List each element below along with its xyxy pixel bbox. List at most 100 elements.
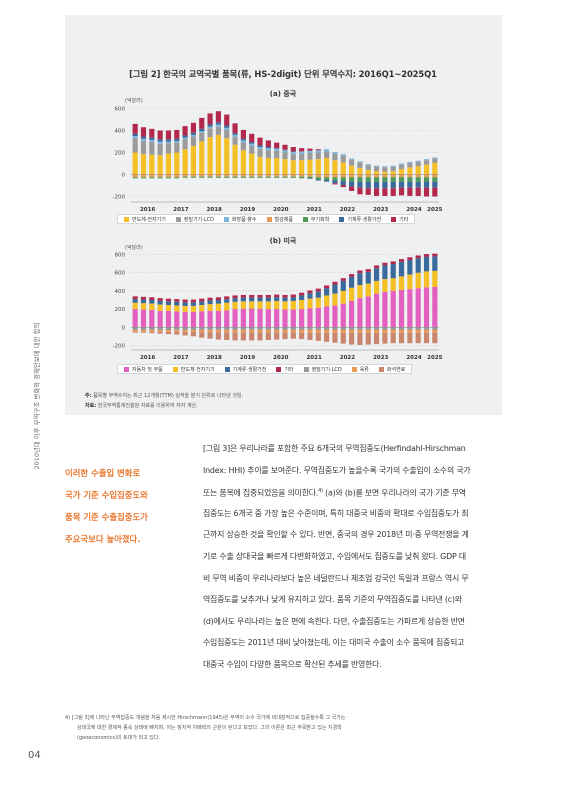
china-bar-segment: [432, 157, 438, 159]
legend-swatch: [124, 216, 129, 222]
usa-bar-segment: [432, 332, 438, 344]
china-bar-segment: [299, 160, 305, 175]
usa-bar-segment: [315, 327, 321, 330]
legend-label: 화석연료: [386, 366, 406, 373]
usa-bar-segment: [215, 297, 221, 300]
usa-bar-segment: [174, 305, 180, 312]
panel-b-unit: (억달러): [125, 245, 143, 251]
usa-bar-segment: [407, 274, 413, 290]
usa-bar-segment: [282, 297, 288, 302]
usa-bar-segment: [390, 264, 396, 279]
callout-line: 국가 기준 수입집중도와: [65, 490, 148, 500]
usa-bar-segment: [349, 330, 355, 333]
usa-bar-segment: [382, 291, 388, 328]
usa-bar-segment: [332, 284, 338, 294]
china-bar-segment: [349, 174, 355, 178]
china-bar-segment: [365, 188, 371, 195]
usa-bar-segment: [149, 310, 155, 328]
usa-bar-segment: [373, 265, 380, 269]
china-bar-segment: [274, 150, 280, 158]
usa-bar-segment: [207, 330, 213, 333]
usa-bar-segment: [132, 309, 138, 328]
china-bar-segment: [357, 167, 363, 175]
usa-bar-segment: [174, 330, 180, 332]
china-bar-segment: [190, 136, 197, 146]
usa-bar-segment: [199, 311, 205, 328]
china-bar-segment: [282, 176, 288, 178]
usa-bar-segment: [240, 295, 246, 298]
usa-bar-segment: [157, 298, 163, 301]
usa-bar-segment: [299, 292, 305, 296]
usa-bar-segment: [249, 297, 255, 302]
usa-bar-segment: [265, 309, 271, 328]
china-bar-segment: [265, 148, 271, 151]
china-bar-segment: [274, 176, 280, 178]
china-bar-segment: [215, 174, 221, 177]
usa-bar-segment: [324, 306, 330, 328]
china-bar-segment: [165, 143, 172, 154]
callout-box: 이러한 수출입 변화로 국가 기준 수입집중도와 품목 기준 수출집중도가 주요…: [65, 462, 195, 550]
usa-bar-segment: [240, 330, 246, 333]
china-bar-segment: [140, 140, 147, 155]
china-bar-segment: [407, 174, 413, 178]
china-bar-segment: [349, 186, 355, 191]
usa-bar-segment: [398, 276, 405, 290]
china-bar-segment: [390, 177, 396, 182]
china-bar-segment: [240, 174, 246, 177]
legend-label: 무기화학: [310, 216, 330, 223]
usa-bar-segment: [249, 332, 255, 341]
usa-bar-segment: [407, 289, 413, 328]
usa-bar-segment: [257, 332, 263, 341]
china-bar-segment: [182, 149, 188, 175]
usa-bar-segment: [149, 303, 155, 310]
usa-bar-segment: [407, 327, 413, 330]
china-bar-segment: [282, 174, 288, 177]
china-bar-segment: [240, 138, 246, 141]
china-bar-segment: [157, 177, 163, 179]
china-bar-segment: [349, 158, 355, 160]
legend-usa: 자동차 및 부품 반도체·전자기기 기계류·생활가전 기타 정밀기기·LCD 육류 화석연료: [117, 364, 413, 374]
china-bar-segment: [365, 181, 371, 189]
legend-swatch: [339, 216, 345, 222]
china-bar-segment: [282, 149, 288, 151]
usa-bar-segment: [199, 330, 205, 333]
legend-label: 기계류·생활가전: [347, 216, 382, 223]
usa-bar-segment: [432, 256, 438, 271]
china-bar-segment: [349, 181, 355, 187]
usa-bar-segment: [249, 301, 255, 309]
usa-bar-segment: [315, 291, 321, 298]
panel-a-unit: (억달러): [125, 98, 143, 104]
china-bar-segment: [415, 177, 421, 182]
usa-bar-segment: [365, 271, 371, 284]
footnote-ref[interactable]: 4): [318, 488, 323, 495]
usa-bar-segment: [274, 297, 280, 301]
china-bar-segment: [315, 152, 321, 160]
usa-y-tick-label: 200: [115, 307, 126, 313]
legend-label: 기계류·생활가전: [232, 366, 267, 373]
usa-bar-segment: [207, 297, 213, 301]
usa-bar-segment: [390, 330, 396, 333]
callout-line: 품목 기준 수출집중도가: [65, 512, 148, 522]
usa-bar-segment: [224, 332, 230, 340]
usa-bar-segment: [190, 302, 197, 306]
usa-x-tick-label: 2018: [207, 355, 222, 361]
usa-bar-segment: [157, 310, 163, 328]
usa-bar-segment: [407, 332, 413, 344]
usa-bar-segment: [290, 327, 296, 330]
usa-bar-segment: [157, 300, 163, 305]
china-bar-segment: [332, 160, 338, 175]
usa-bar-segment: [357, 332, 363, 345]
china-bar-segment: [157, 141, 163, 144]
usa-x-tick-label: 2024: [406, 355, 421, 361]
china-x-tick-label: 2025: [427, 207, 442, 213]
usa-bar-segment: [357, 298, 363, 328]
china-x-tick-label: 2024: [406, 207, 421, 213]
usa-bar-segment: [140, 330, 147, 332]
legend-item: 화장품·향수: [223, 216, 257, 223]
china-bar-segment: [365, 174, 371, 178]
usa-bar-segment: [332, 332, 338, 343]
usa-bar-segment: [423, 330, 430, 333]
legend-swatch: [266, 216, 272, 222]
china-bar-segment: [257, 156, 263, 175]
usa-bar-segment: [382, 265, 388, 280]
